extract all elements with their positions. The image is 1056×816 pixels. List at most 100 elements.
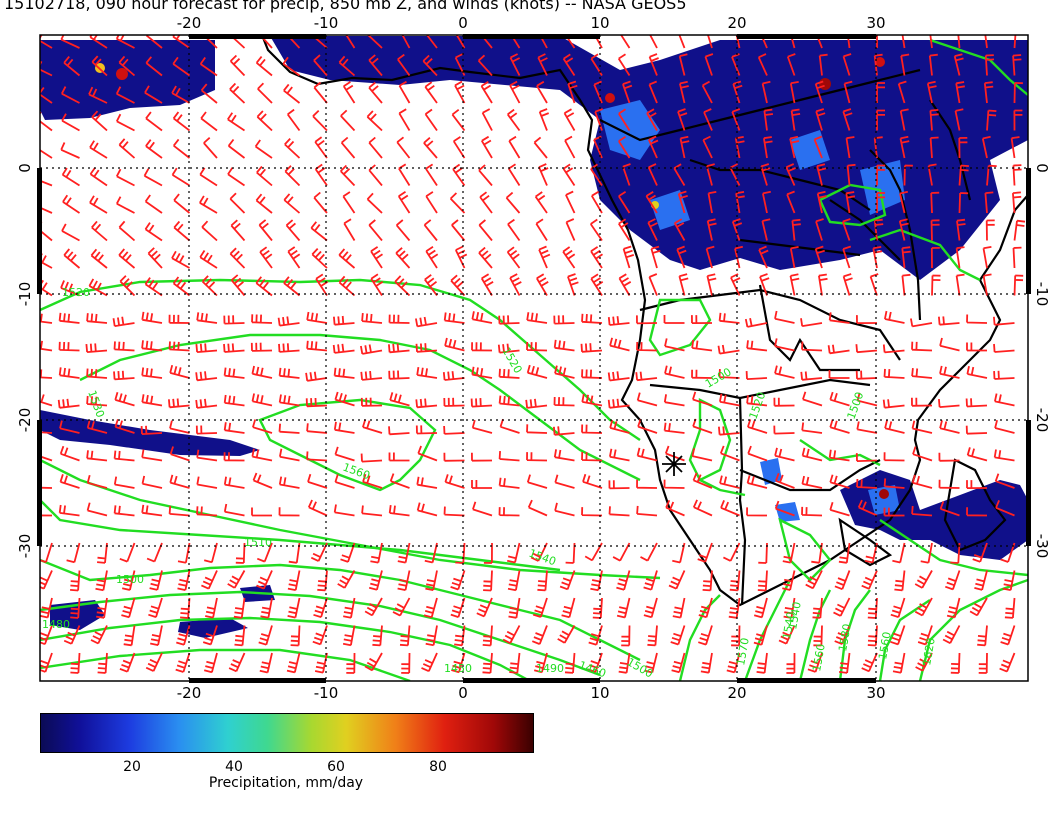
wind-barb	[899, 135, 910, 159]
wind-barb	[663, 394, 685, 407]
wind-barb	[1012, 246, 1022, 269]
wind-barb	[618, 273, 632, 296]
wind-barb	[223, 476, 245, 489]
wind-barb	[618, 136, 631, 159]
wind-barb	[706, 218, 717, 241]
wind-barb	[364, 597, 383, 617]
wind-barb	[562, 163, 576, 186]
wind-barb	[85, 343, 108, 353]
lon-tick: -10	[314, 14, 339, 32]
wind-barb	[86, 502, 108, 517]
wind-barb	[911, 420, 933, 434]
wind-barb	[169, 446, 190, 462]
wind-barb	[883, 507, 905, 517]
wind-barb	[498, 315, 520, 325]
wind-barb	[581, 369, 603, 379]
wind-barb	[40, 84, 53, 104]
wind-barb	[506, 108, 521, 132]
wind-barb	[994, 419, 1015, 434]
wind-barb	[978, 652, 988, 674]
wind-barb	[96, 597, 108, 619]
lon-tick: 0	[458, 684, 468, 700]
wind-barb	[40, 455, 53, 462]
wind-barb	[691, 339, 713, 352]
wind-barb	[647, 163, 658, 186]
wind-barb	[801, 506, 823, 517]
wind-barb	[882, 344, 905, 354]
wind-barb	[116, 196, 135, 214]
wind-barb	[938, 479, 960, 489]
wind-barb	[200, 83, 218, 104]
wind-barb	[783, 597, 796, 619]
wind-barb	[362, 419, 383, 434]
wind-barb	[287, 570, 301, 591]
wind-barb	[88, 278, 108, 297]
contour-label: 1500	[116, 573, 144, 586]
wind-barb	[416, 502, 438, 517]
wind-barb	[753, 625, 768, 646]
wind-barb	[118, 138, 136, 159]
wind-barb	[196, 506, 218, 517]
wind-barb	[169, 420, 190, 434]
wind-barb	[581, 313, 603, 324]
wind-barb	[554, 365, 575, 379]
wind-barb	[829, 474, 850, 489]
wind-barb	[471, 480, 492, 489]
wind-barb	[562, 53, 576, 76]
wind-barb	[86, 368, 108, 379]
wind-barb	[926, 80, 937, 104]
wind-barb	[618, 108, 631, 131]
wind-barb	[415, 398, 438, 409]
wind-barb	[640, 542, 658, 562]
contour-label: 1580	[836, 623, 854, 653]
wind-barb	[944, 570, 961, 591]
wind-barb	[593, 80, 603, 104]
wind-barb	[966, 342, 987, 352]
wind-barb	[145, 652, 163, 672]
wind-barb	[229, 192, 246, 214]
wind-barb	[416, 476, 438, 489]
wind-barb	[993, 449, 1015, 462]
wind-barb	[141, 449, 163, 462]
wind-barb	[345, 35, 356, 49]
wind-barb	[608, 506, 630, 517]
wind-barb	[559, 570, 576, 591]
wind-barb	[251, 507, 272, 517]
wind-barb	[333, 421, 355, 434]
wind-barb	[622, 80, 633, 104]
wind-barb	[929, 136, 939, 159]
wind-barb	[842, 108, 853, 131]
wind-barb	[415, 343, 438, 353]
wind-barb	[59, 420, 80, 434]
wind-barb	[1013, 274, 1024, 296]
wind-barb	[425, 191, 438, 214]
wind-barb	[704, 53, 714, 76]
wind-barb	[223, 394, 245, 407]
wind-barb	[442, 371, 465, 381]
wind-barb	[782, 542, 796, 564]
lat-tick: -10	[16, 282, 34, 307]
wind-barb	[841, 218, 851, 241]
wind-barb	[789, 135, 800, 159]
wind-barb	[950, 652, 961, 674]
wind-barb	[145, 35, 163, 49]
wind-barb	[700, 652, 713, 674]
wind-barb	[553, 396, 575, 407]
wind-barb	[256, 542, 273, 563]
wind-barb	[370, 273, 384, 296]
wind-barb	[171, 250, 190, 269]
wind-barb	[251, 365, 273, 379]
wind-barb	[508, 597, 521, 619]
wind-barb	[389, 392, 410, 407]
wind-barb	[40, 278, 53, 297]
wind-barb	[60, 280, 80, 297]
wind-barb	[903, 164, 913, 186]
wind-barb	[88, 86, 108, 104]
wind-barb	[525, 398, 548, 409]
wind-barb	[643, 570, 658, 591]
wind-barb	[720, 500, 740, 517]
station-marker	[662, 452, 686, 476]
wind-barb	[40, 179, 53, 187]
wind-barb	[726, 652, 741, 674]
contour-label: 1510	[244, 536, 272, 549]
